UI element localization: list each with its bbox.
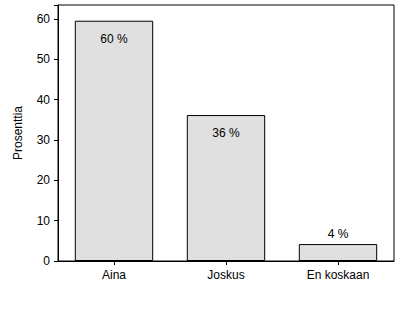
svg-text:50: 50 <box>37 52 51 66</box>
svg-text:30: 30 <box>37 133 51 147</box>
svg-text:40: 40 <box>37 93 51 107</box>
svg-text:Prosenttia: Prosenttia <box>11 106 25 160</box>
svg-text:Aina: Aina <box>102 268 126 282</box>
svg-text:10: 10 <box>37 214 51 228</box>
svg-text:Joskus: Joskus <box>207 268 244 282</box>
svg-text:20: 20 <box>37 173 51 187</box>
svg-text:4 %: 4 % <box>328 227 349 241</box>
svg-text:En koskaan: En koskaan <box>307 268 370 282</box>
svg-text:60 %: 60 % <box>100 32 128 46</box>
svg-text:0: 0 <box>43 254 50 268</box>
svg-text:36 %: 36 % <box>212 126 240 140</box>
svg-text:60: 60 <box>37 12 51 26</box>
